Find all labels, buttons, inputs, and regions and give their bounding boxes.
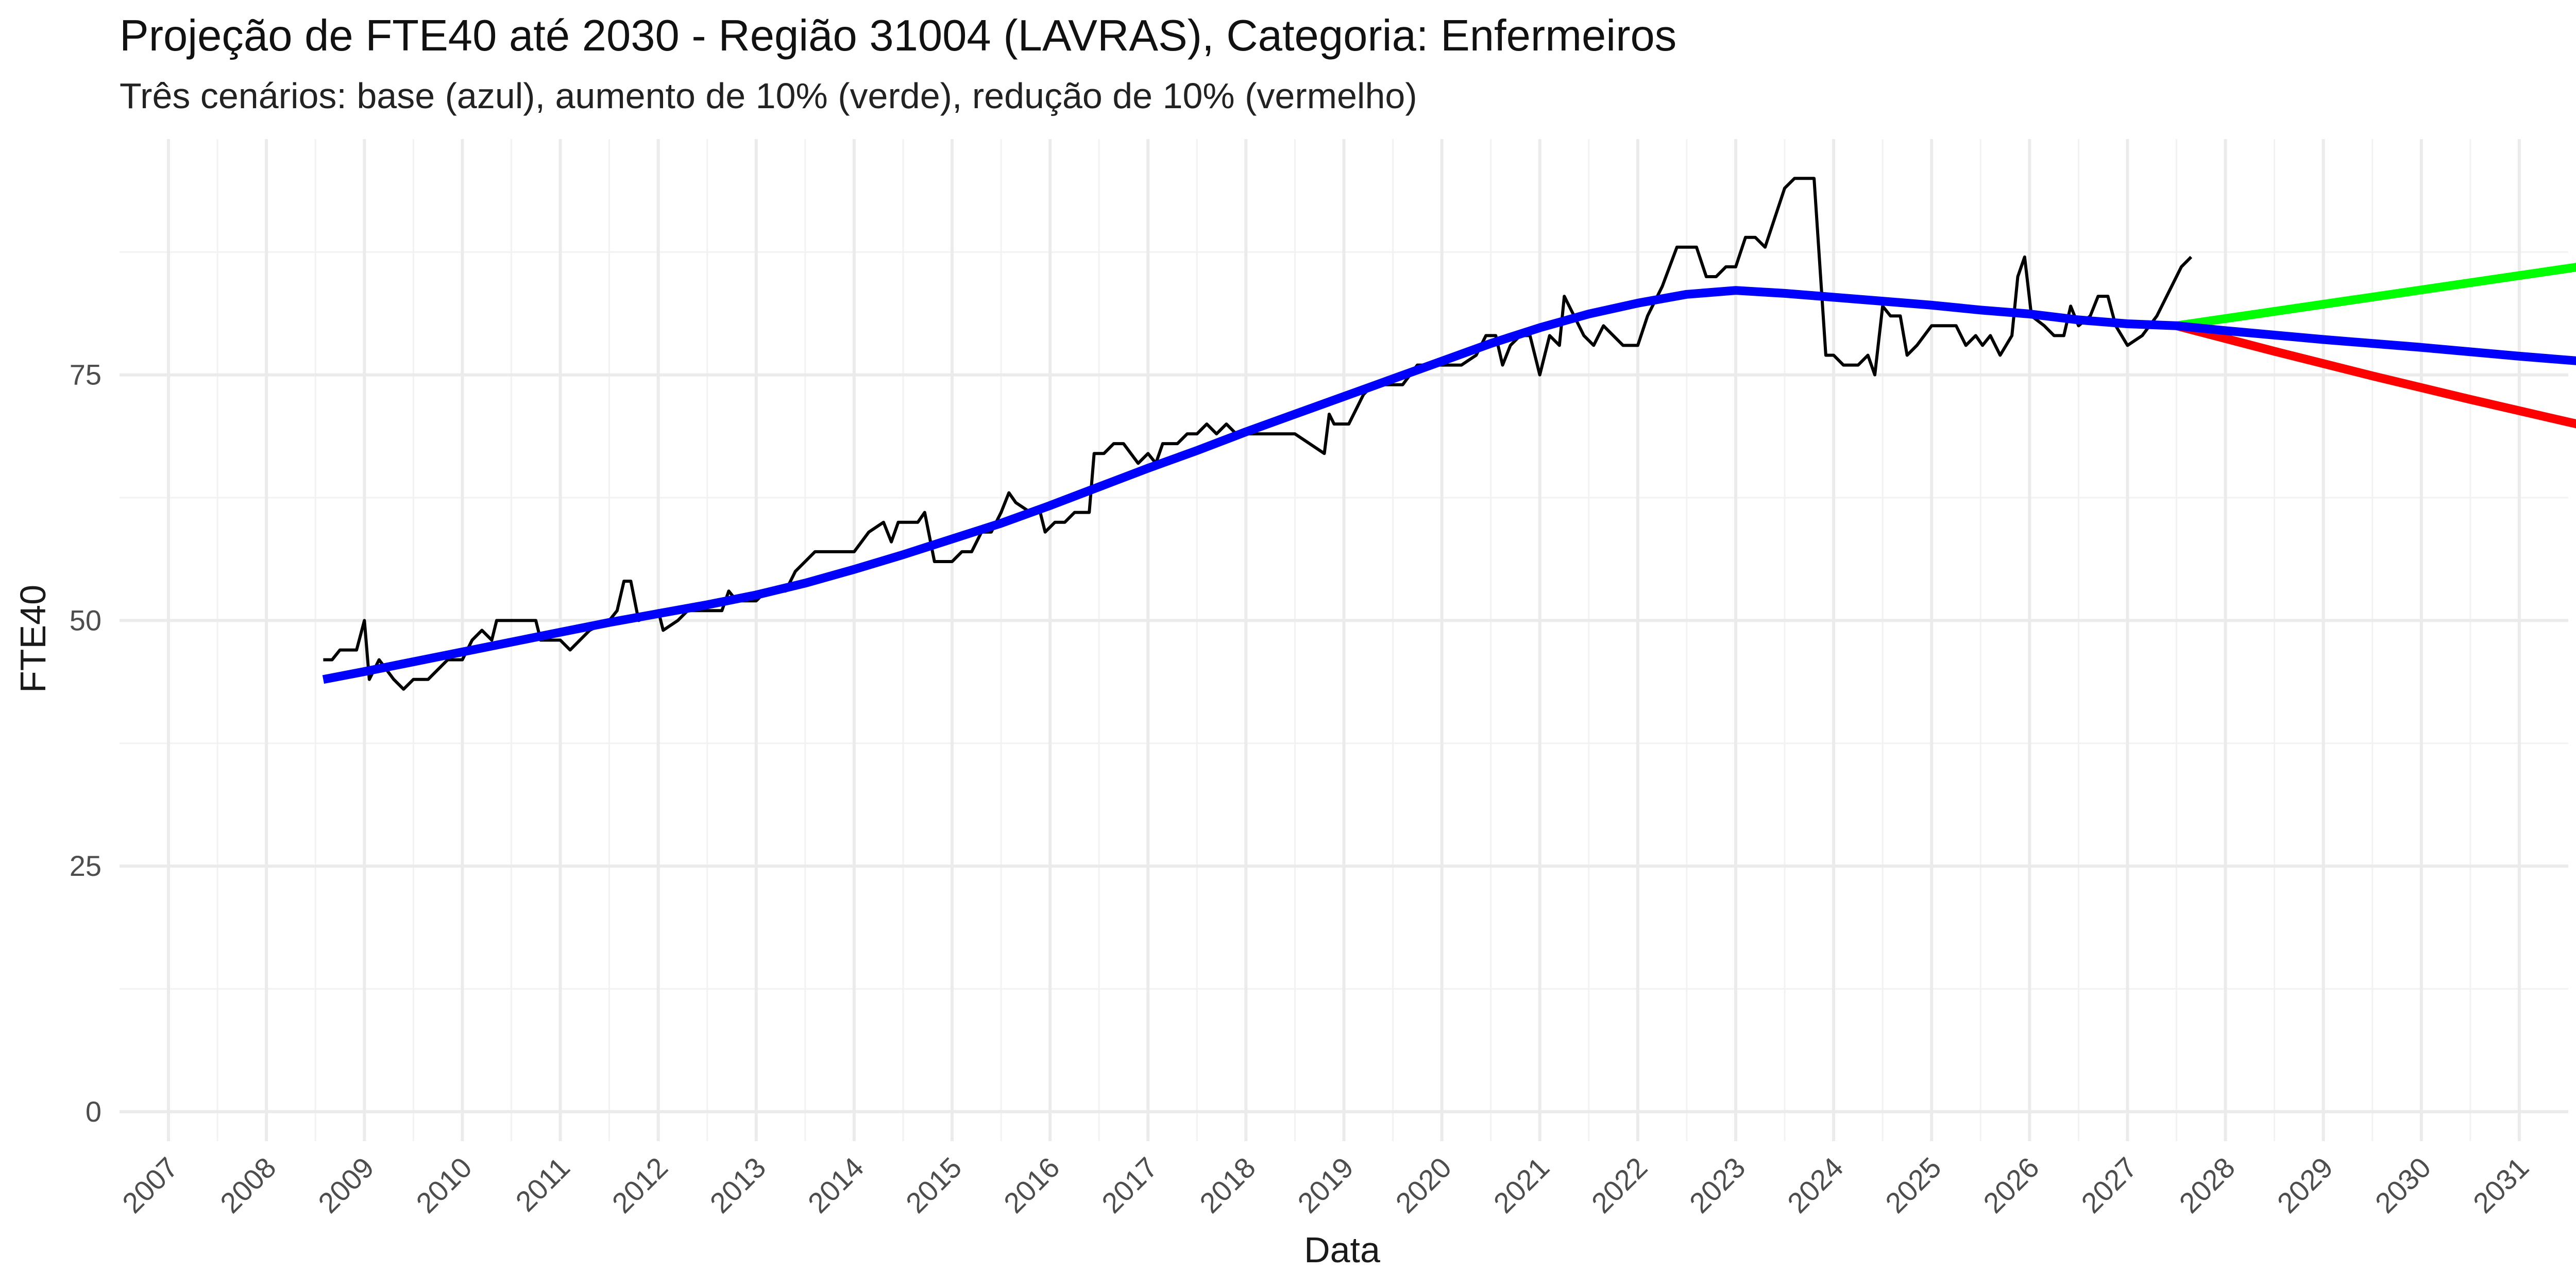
x-tick-label: 2026 [1977, 1151, 2045, 1219]
y-tick-label: 25 [70, 850, 101, 882]
x-tick-label: 2011 [509, 1151, 576, 1218]
x-tick-label: 2022 [1585, 1151, 1654, 1219]
x-tick-label: 2019 [1291, 1151, 1360, 1219]
series-group [322, 177, 2576, 691]
y-tick-label: 75 [70, 359, 101, 391]
y-tick-label: 50 [70, 604, 101, 636]
x-tick-label: 2028 [2173, 1151, 2241, 1219]
x-tick-label: 2016 [997, 1151, 1066, 1219]
chart-title: Projeção de FTE40 até 2030 - Região 3100… [120, 11, 1676, 60]
x-tick-label: 2012 [606, 1151, 674, 1219]
x-axis-title: Data [1304, 1230, 1380, 1270]
x-tick-label: 2009 [312, 1151, 380, 1219]
x-tick-label: 2008 [214, 1151, 282, 1219]
series-line-observed [323, 177, 2193, 691]
x-tick-label: 2025 [1879, 1151, 1947, 1219]
x-tick-label: 2021 [1487, 1151, 1556, 1219]
x-tick-label: 2014 [802, 1151, 870, 1219]
series-line-increase [2176, 263, 2576, 330]
x-tick-label: 2029 [2271, 1151, 2340, 1219]
x-axis-ticks: 2007 2008 2009 2010 2011 2012 2013 2014 2015 2016… [116, 1151, 2535, 1219]
x-tick-label: 2013 [704, 1151, 772, 1219]
x-tick-label: 2024 [1781, 1151, 1850, 1219]
series-line-decrease [2175, 321, 2576, 429]
y-tick-label: 0 [86, 1095, 101, 1128]
x-tick-label: 2030 [2369, 1151, 2437, 1219]
y-axis-title: FTE40 [13, 585, 53, 693]
x-tick-label: 2031 [2467, 1151, 2535, 1219]
series-line-base [322, 286, 2576, 684]
x-tick-label: 2015 [900, 1151, 968, 1219]
x-tick-label: 2017 [1095, 1151, 1164, 1219]
x-tick-label: 2020 [1389, 1151, 1458, 1219]
x-tick-label: 2018 [1193, 1151, 1262, 1219]
grid [120, 139, 2568, 1141]
x-tick-label: 2023 [1683, 1151, 1752, 1219]
y-axis-ticks: 0 25 50 75 [70, 359, 101, 1128]
chart-subtitle: Três cenários: base (azul), aumento de 1… [120, 76, 1417, 116]
x-tick-label: 2027 [2075, 1151, 2143, 1219]
x-tick-label: 2010 [410, 1151, 478, 1219]
x-tick-label: 2007 [116, 1151, 184, 1219]
